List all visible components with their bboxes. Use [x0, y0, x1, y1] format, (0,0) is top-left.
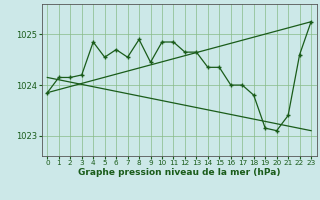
X-axis label: Graphe pression niveau de la mer (hPa): Graphe pression niveau de la mer (hPa) — [78, 168, 280, 177]
